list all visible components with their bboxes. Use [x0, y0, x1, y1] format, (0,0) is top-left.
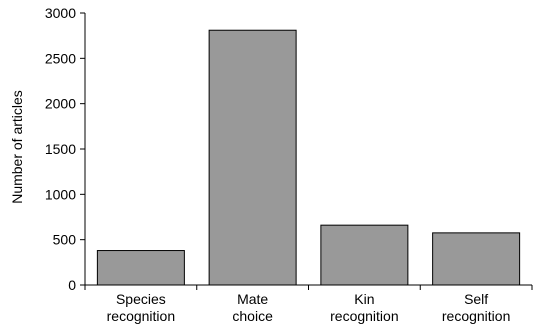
y-tick-label: 500 [53, 232, 77, 248]
y-tick-label: 2000 [45, 96, 76, 112]
bars [96, 29, 521, 286]
x-category-label: Species [116, 291, 166, 307]
bar [432, 232, 521, 286]
x-axis-labels: SpeciesrecognitionMatechoiceKinrecogniti… [84, 285, 533, 324]
x-category-label: recognition [107, 308, 176, 324]
x-category-label: recognition [442, 308, 511, 324]
y-tick-label: 1000 [45, 186, 76, 202]
x-category-label: choice [232, 308, 273, 324]
y-tick-label: 3000 [45, 5, 76, 21]
bar [208, 29, 297, 286]
y-tick-label: 1500 [45, 141, 76, 157]
x-category-label: Kin [354, 291, 374, 307]
x-category-label: recognition [330, 308, 399, 324]
x-category-label: Self [464, 291, 488, 307]
y-axis-title: Number of articles [9, 90, 25, 204]
y-tick-label: 2500 [45, 50, 76, 66]
y-tick-label: 0 [68, 277, 76, 293]
bar [320, 224, 409, 286]
y-axis-ticks: 0 500 1000 1500 2000 2500 3000 [45, 5, 85, 293]
bar [96, 250, 185, 286]
x-category-label: Mate [237, 291, 268, 307]
